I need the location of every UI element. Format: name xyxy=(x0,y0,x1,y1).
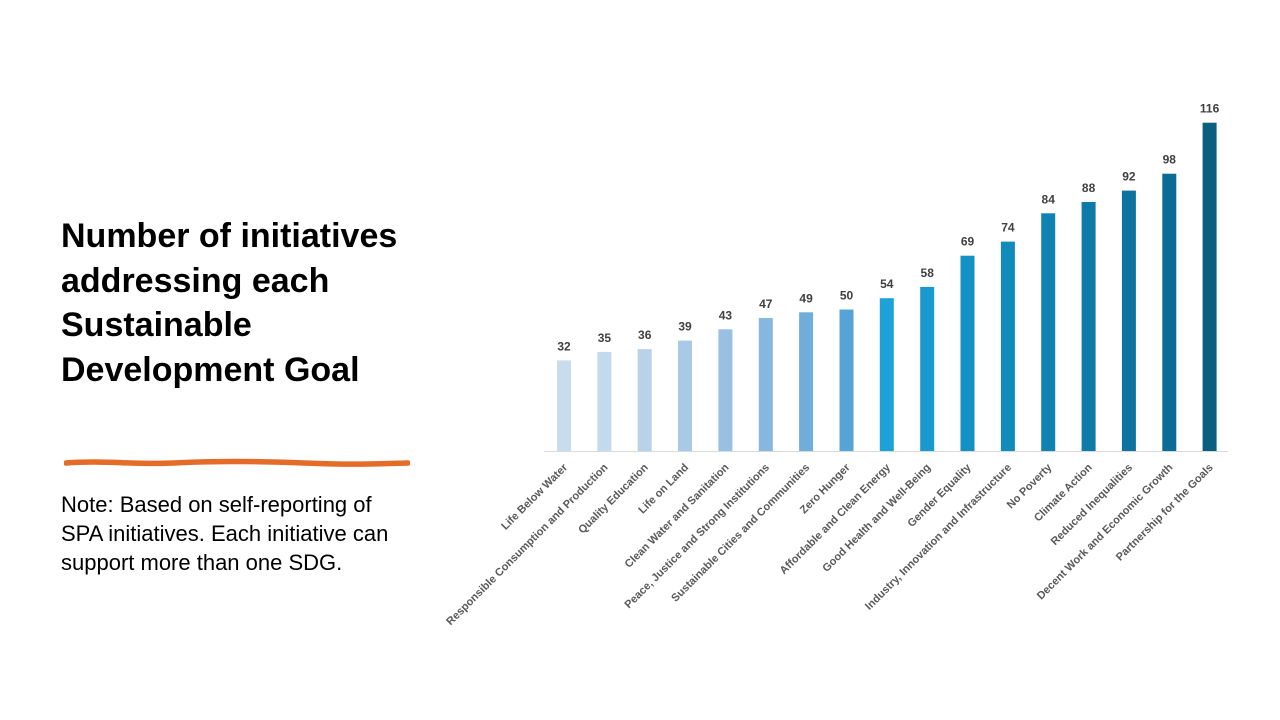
bar-8 xyxy=(839,309,854,451)
value-label-4: 39 xyxy=(678,320,692,334)
bar-17 xyxy=(1202,122,1217,451)
value-label-10: 58 xyxy=(921,266,935,280)
category-label-15: Reduced Inequalities xyxy=(1049,462,1135,548)
value-label-16: 98 xyxy=(1163,153,1177,167)
category-label-3: Quality Education xyxy=(576,461,651,536)
category-label-2: Responsible Consumption and Production xyxy=(444,461,610,627)
bar-12 xyxy=(1000,241,1015,451)
footnote: Note: Based on self-reporting of SPA ini… xyxy=(61,492,389,575)
value-label-8: 50 xyxy=(840,289,854,303)
value-label-6: 47 xyxy=(759,297,773,311)
bar-7 xyxy=(799,312,814,451)
value-label-13: 84 xyxy=(1042,192,1056,206)
value-labels-group: 32 35 36 39 43 47 49 50 54 58 69 74 84 88 92 98 116 xyxy=(557,102,1219,354)
value-label-11: 69 xyxy=(961,235,975,249)
bar-14 xyxy=(1081,202,1096,451)
bar-5 xyxy=(718,329,733,451)
bar-16 xyxy=(1162,173,1177,451)
bar-13 xyxy=(1041,213,1056,451)
slide-title: Number of initiatives addressing each Su… xyxy=(61,217,398,389)
value-label-12: 74 xyxy=(1001,221,1015,235)
value-label-7: 49 xyxy=(799,291,813,305)
bars-group xyxy=(557,122,1217,451)
value-label-1: 32 xyxy=(557,339,571,353)
category-label-6: Peace, Justice and Strong Institutions xyxy=(623,462,772,611)
value-label-2: 35 xyxy=(598,331,612,345)
bar-10 xyxy=(920,286,935,451)
value-label-3: 36 xyxy=(638,328,652,342)
value-label-15: 92 xyxy=(1122,170,1136,184)
bar-9 xyxy=(879,298,894,451)
bar-15 xyxy=(1121,190,1136,451)
title-underline xyxy=(64,458,410,467)
bar-3 xyxy=(637,349,652,451)
bar-1 xyxy=(557,360,571,451)
value-label-5: 43 xyxy=(719,308,733,322)
category-label-1: Life Below Water xyxy=(499,461,570,532)
bar-11 xyxy=(960,255,975,451)
value-label-14: 88 xyxy=(1082,181,1096,195)
bar-4 xyxy=(678,340,692,451)
value-label-17: 116 xyxy=(1200,102,1220,116)
bar-6 xyxy=(758,318,773,451)
category-label-12: Industry, Innovation and Infrastructure xyxy=(863,462,1014,613)
bar-2 xyxy=(597,351,612,451)
value-label-9: 54 xyxy=(880,277,894,291)
